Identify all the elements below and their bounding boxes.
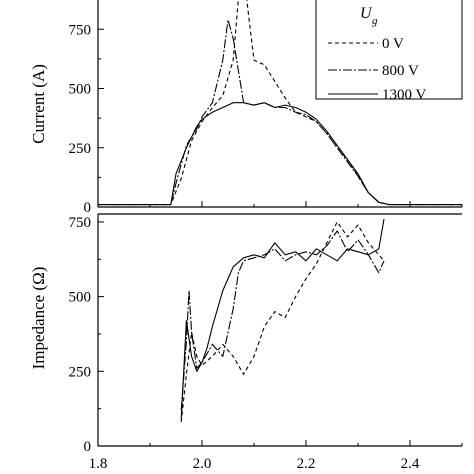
- legend: U g 0 V 800 V 1300 V: [315, 0, 463, 103]
- current-ytick-label: 500: [69, 82, 92, 98]
- legend-label-1300v: 1300 V: [382, 87, 426, 103]
- current-ytick-label: 250: [69, 141, 92, 157]
- impedance-ytick-label: 750: [69, 215, 92, 231]
- current-axis-label: Current (A): [29, 64, 48, 144]
- current-ytick-label: 0: [84, 200, 92, 216]
- impedance-series-0v: [180, 221, 385, 423]
- impedance-axis-label: Impedance (Ω): [29, 267, 48, 370]
- impedance-panel: Impedance (Ω) 0 250 500 750 1.8 2.0 2.2 2.4: [29, 213, 463, 472]
- legend-label-800v: 800 V: [382, 63, 419, 79]
- impedance-ytick-label: 250: [69, 364, 92, 380]
- impedance-series-800v: [180, 230, 385, 411]
- current-series-1300v: [98, 102, 462, 206]
- impedance-xtick-label: 2.4: [401, 456, 420, 472]
- current-series-0v: [98, 0, 462, 206]
- legend-title-subscript: g: [372, 15, 378, 27]
- legend-label-0v: 0 V: [382, 36, 404, 52]
- legend-title-symbol: U: [360, 5, 373, 22]
- impedance-xtick-label: 2.2: [297, 456, 316, 472]
- current-ytick-label: 750: [69, 22, 92, 38]
- current-panel: Current (A) 0 250 500 750 U g 0 V 800 V 130…: [29, 0, 463, 216]
- impedance-xtick-label: 1.8: [89, 456, 108, 472]
- impedance-ytick-label: 500: [69, 290, 92, 306]
- impedance-series-1300v: [180, 218, 385, 420]
- impedance-ytick-label: 0: [84, 439, 92, 455]
- legend-box: [315, 0, 463, 100]
- impedance-xtick-label: 2.0: [193, 456, 212, 472]
